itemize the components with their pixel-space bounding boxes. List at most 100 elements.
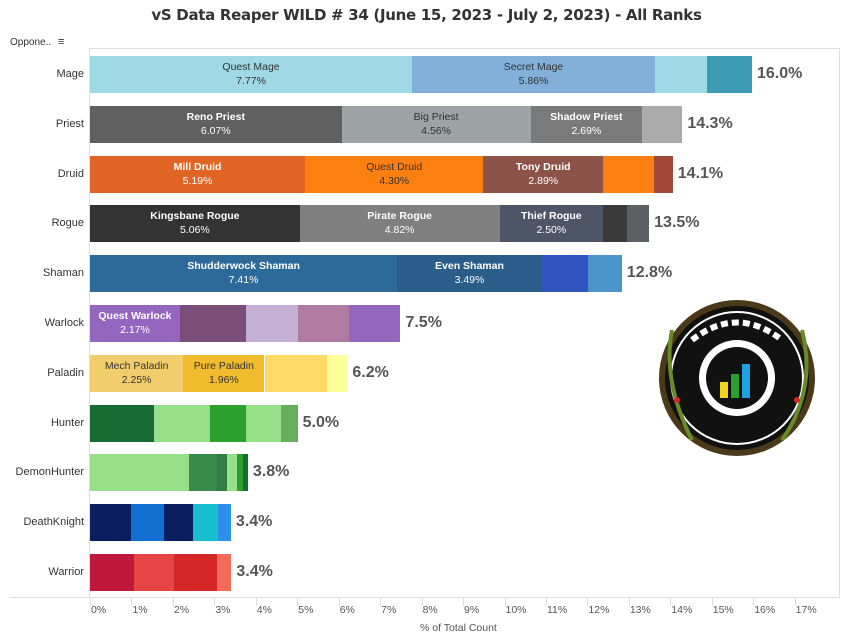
row-label: Rogue <box>51 217 84 230</box>
x-axis-line <box>10 597 838 598</box>
row-total: 16.0% <box>756 65 803 82</box>
bar-segment[interactable] <box>237 454 243 492</box>
bar-segment[interactable] <box>218 504 231 542</box>
x-tick <box>90 598 91 606</box>
bar-segment[interactable] <box>530 105 643 143</box>
bar-segment[interactable] <box>227 454 238 492</box>
segment-name: Pure Paladin <box>193 359 254 372</box>
bar-segment[interactable] <box>654 155 673 193</box>
bar-segment[interactable] <box>90 255 398 293</box>
bar-segment[interactable] <box>179 305 246 342</box>
segment-name: Quest Druid <box>366 160 423 173</box>
bar-segment[interactable] <box>642 105 683 143</box>
segment-name: Quest Warlock <box>98 310 172 322</box>
x-tick-label: 7% <box>381 604 397 616</box>
bar-segment[interactable] <box>183 354 265 392</box>
bar-segment[interactable] <box>603 205 628 243</box>
segment-value: 2.25% <box>121 373 152 386</box>
bar-segment[interactable] <box>264 354 327 392</box>
segment-name: Shadow Priest <box>550 110 623 123</box>
x-tick <box>131 598 133 606</box>
segment-value: 2.17% <box>120 324 150 336</box>
x-axis-title: % of Total Count <box>420 622 497 634</box>
plot-area <box>89 48 840 598</box>
bar-segment[interactable] <box>412 56 655 93</box>
bar-segment[interactable] <box>90 155 306 193</box>
bar-segment[interactable] <box>133 554 175 591</box>
row-total: 3.4% <box>235 513 273 531</box>
bar-segment[interactable] <box>90 354 184 392</box>
row-label: Warrior <box>48 566 84 578</box>
x-tick <box>753 598 755 606</box>
bar-segment[interactable] <box>131 504 165 542</box>
bar-segment[interactable] <box>245 305 298 342</box>
x-tick-label: 4% <box>256 604 272 616</box>
segment-name: Pirate Rogue <box>367 210 432 223</box>
bar-segment[interactable] <box>706 56 752 93</box>
segment-value: 7.77% <box>236 75 266 87</box>
x-tick <box>587 598 589 606</box>
bar-segment[interactable] <box>217 554 232 591</box>
segment-name: Even Shaman <box>435 260 504 273</box>
row-label: Hunter <box>50 416 84 429</box>
x-tick <box>545 598 547 606</box>
segment-value: 5.19% <box>182 174 213 187</box>
x-tick-label: 0% <box>91 604 107 616</box>
segment-name: Reno Priest <box>186 110 245 123</box>
bar-segment[interactable] <box>341 105 531 143</box>
bar-segment[interactable] <box>499 205 604 243</box>
x-tick <box>172 598 174 606</box>
bar-segment[interactable] <box>587 255 622 293</box>
segment-name: Quest Mage <box>222 61 280 73</box>
segment-name: Big Priest <box>413 110 459 123</box>
row-total: 3.8% <box>252 463 290 481</box>
bar-segment[interactable] <box>603 155 655 193</box>
segment-name: Kingsbane Rogue <box>150 210 240 223</box>
bar-segment[interactable] <box>209 404 246 442</box>
bar-segment[interactable] <box>90 554 134 591</box>
sort-icon[interactable]: ≡ <box>58 36 65 48</box>
bar-segment[interactable] <box>193 504 219 542</box>
segment-name: Mill Druid <box>173 160 222 173</box>
bar-segment[interactable] <box>654 56 707 93</box>
segment-value: 6.07% <box>200 124 231 137</box>
segment-name: Secret Mage <box>503 61 564 73</box>
row-label: DeathKnight <box>23 516 84 529</box>
row-label: Druid <box>57 167 84 180</box>
x-tick-label: 3% <box>215 604 231 616</box>
x-tick <box>297 598 299 606</box>
bar-segment[interactable] <box>90 454 190 492</box>
bar-segment[interactable] <box>326 354 348 392</box>
segment-value: 5.86% <box>518 75 549 87</box>
bar-segment[interactable] <box>541 255 588 293</box>
bar-segment[interactable] <box>153 404 210 442</box>
bar-segment[interactable] <box>164 504 194 542</box>
bar-segment[interactable] <box>297 305 350 342</box>
bar-segment[interactable] <box>90 404 154 442</box>
bar-segment[interactable] <box>299 205 500 243</box>
row-total: 7.5% <box>405 314 442 331</box>
bar-segment[interactable] <box>90 504 132 542</box>
bar-segment[interactable] <box>189 454 218 492</box>
bar-segment[interactable] <box>349 305 401 342</box>
bar-segment[interactable] <box>280 404 298 442</box>
bar-segment[interactable] <box>627 205 650 243</box>
row-total: 6.2% <box>352 363 389 381</box>
bar-segment[interactable] <box>90 305 180 342</box>
bar-segment[interactable] <box>90 205 300 243</box>
bar-segment[interactable] <box>217 454 228 492</box>
x-tick-label: 8% <box>422 604 438 616</box>
bar-segment[interactable] <box>242 454 248 492</box>
x-tick-label: 2% <box>173 604 190 616</box>
bar-segment[interactable] <box>174 554 218 591</box>
bar-segment[interactable] <box>90 56 413 93</box>
bar-segment[interactable] <box>483 155 604 193</box>
bar-segment[interactable] <box>305 155 484 193</box>
opponent-header[interactable]: Oppone.. <box>10 37 52 48</box>
bar-segment[interactable] <box>397 255 542 293</box>
row-label: Priest <box>55 117 84 130</box>
bar-segment[interactable] <box>245 404 281 442</box>
segment-value: 2.69% <box>571 124 602 137</box>
bar-segment[interactable] <box>90 105 342 143</box>
